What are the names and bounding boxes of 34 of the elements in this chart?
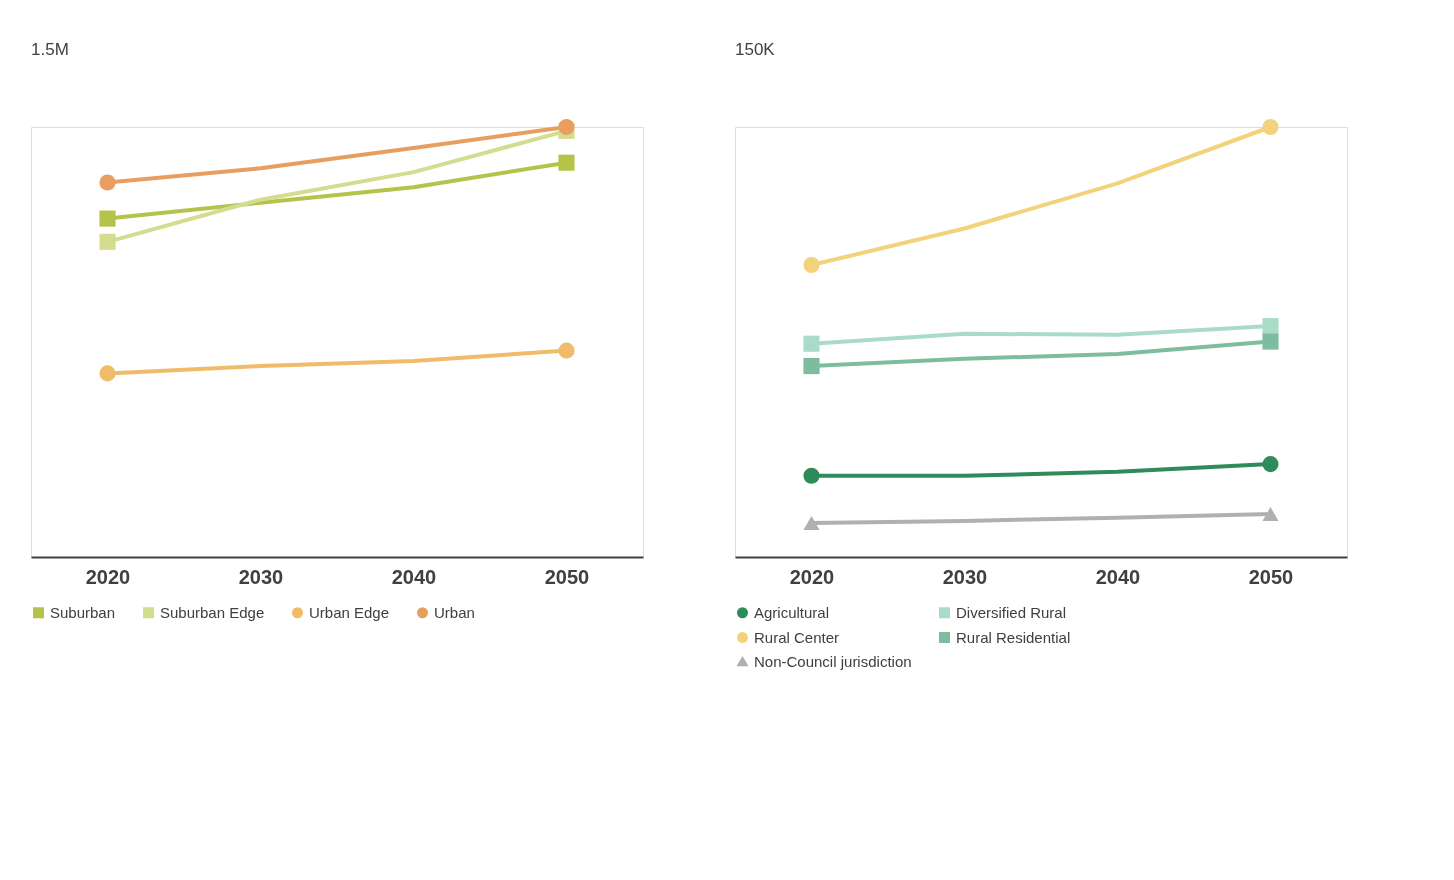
legend-label: Rural Residential xyxy=(956,628,1071,646)
x-tick-label: 2040 xyxy=(391,565,437,588)
x-tick-label: 2030 xyxy=(238,565,284,588)
point xyxy=(1262,118,1279,136)
legend-label: Suburban xyxy=(50,603,116,621)
x-tick-label: 2050 xyxy=(1248,565,1294,588)
point xyxy=(99,365,116,382)
legend-label: Non-Council jurisdiction xyxy=(754,652,912,670)
legend-label: Urban Edge xyxy=(309,603,390,621)
point xyxy=(803,467,820,484)
legend-label: Rural Center xyxy=(754,628,840,646)
point xyxy=(558,154,575,171)
text: 150K xyxy=(735,39,776,59)
point xyxy=(558,118,575,136)
point xyxy=(99,233,116,250)
point xyxy=(99,210,116,227)
point xyxy=(803,335,820,352)
x-tick-label: 2050 xyxy=(544,565,590,588)
point xyxy=(1262,456,1279,473)
legend-label: Diversified Rural xyxy=(956,603,1067,621)
point xyxy=(558,342,575,359)
legend-label: Suburban Edge xyxy=(160,603,265,621)
x-tick-label: 2040 xyxy=(1095,565,1141,588)
x-tick-label: 2020 xyxy=(789,565,835,588)
x-tick-label: 2030 xyxy=(942,565,988,588)
legend-label: Agricultural xyxy=(754,603,830,621)
point xyxy=(1262,333,1279,350)
point xyxy=(1262,318,1279,335)
point xyxy=(803,358,820,375)
legend-label: Urban xyxy=(434,603,475,621)
point xyxy=(803,256,820,274)
point xyxy=(99,174,116,191)
x-tick-label: 2020 xyxy=(85,565,131,588)
text: 1.5M xyxy=(31,39,69,59)
